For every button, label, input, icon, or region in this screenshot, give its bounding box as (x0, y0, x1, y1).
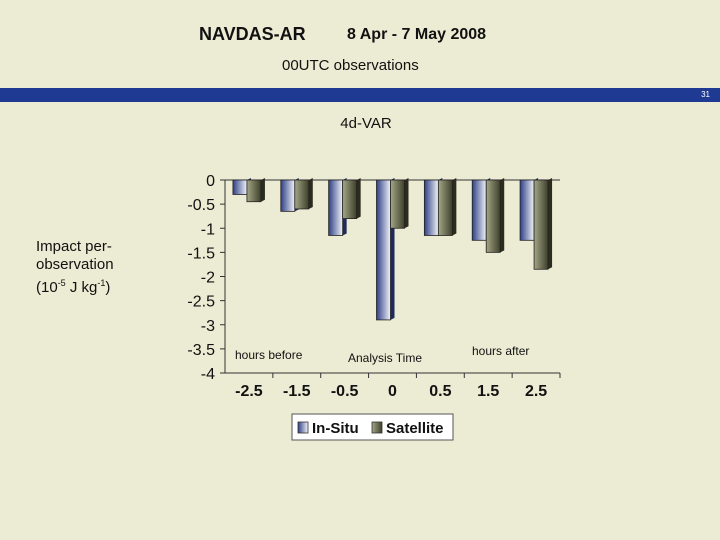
bar-satellite (533, 179, 549, 270)
legend-label-in-situ: In-Situ (312, 420, 359, 437)
header-dates: 8 Apr - 7 May 2008 (347, 26, 487, 43)
chart-title: 4d-VAR (340, 115, 392, 132)
x-tick-label: 2.5 (525, 383, 547, 400)
y-tick-label: -1.5 (187, 245, 215, 262)
y-tick-label: -0.5 (187, 197, 215, 214)
y-tick-label: -2.5 (187, 294, 215, 311)
x-tick-label: -1.5 (283, 383, 311, 400)
bar-in-situ (280, 179, 296, 212)
bar-side-satellite (308, 178, 313, 209)
bar-side-satellite (452, 178, 457, 236)
y-label-line2: observation (36, 256, 114, 273)
bar-side-satellite (500, 178, 505, 253)
y-axis-label: Impact per- observation (10-5 J kg-1) (36, 238, 156, 297)
y-tick-label: -3.5 (187, 342, 215, 359)
bar-satellite (390, 179, 405, 229)
y-label-line3-prefix: (10 (36, 279, 58, 296)
y-tick-label: -1 (201, 221, 215, 238)
bar-in-situ (232, 179, 248, 195)
annotation-hours-after: hours after (472, 344, 529, 358)
x-tick-label: -0.5 (331, 383, 359, 400)
header-strip (0, 88, 720, 102)
bar-satellite (294, 179, 310, 210)
bar-side-satellite (260, 178, 265, 202)
header-subtitle: 00UTC observations (282, 57, 419, 74)
slide-number: 31 (701, 90, 710, 99)
y-tick-label: -2 (201, 270, 215, 287)
bar-side-satellite (404, 178, 409, 229)
annotation-hours-before: hours before (235, 348, 303, 362)
y-tick-label: 0 (206, 173, 215, 190)
y-label-line3-mid: J kg (65, 279, 98, 296)
bar-side-satellite (548, 178, 553, 270)
legend-swatch-in-situ (297, 421, 309, 434)
x-tick-label: 0 (388, 383, 397, 400)
y-tick-label: -4 (201, 366, 215, 383)
bar-in-situ (423, 179, 439, 236)
y-label-exp2: -1 (97, 278, 106, 288)
bar-in-situ (519, 179, 535, 241)
legend: In-Situ Satellite (291, 413, 454, 441)
x-tick-label: 0.5 (429, 383, 451, 400)
bar-satellite (437, 179, 453, 236)
bar-satellite (342, 179, 358, 219)
annotation-analysis-time: Analysis Time (348, 351, 422, 365)
bar-in-situ (376, 179, 391, 321)
x-tick-label: 1.5 (477, 383, 499, 400)
bar-satellite (246, 179, 262, 203)
legend-label-satellite: Satellite (386, 420, 444, 437)
y-tick-label: -3 (201, 318, 215, 335)
bar-in-situ (328, 179, 344, 236)
x-tick-label: -2.5 (235, 383, 263, 400)
header-title: NAVDAS-AR (199, 24, 306, 44)
bar-satellite (485, 179, 501, 253)
y-label-line3-suffix: ) (105, 279, 111, 296)
y-label-line1: Impact per- (36, 238, 112, 255)
bar-side-satellite (356, 178, 361, 219)
bar-in-situ (471, 179, 487, 241)
legend-swatch-satellite (371, 421, 383, 434)
y-label-exp1: -5 (57, 278, 66, 288)
